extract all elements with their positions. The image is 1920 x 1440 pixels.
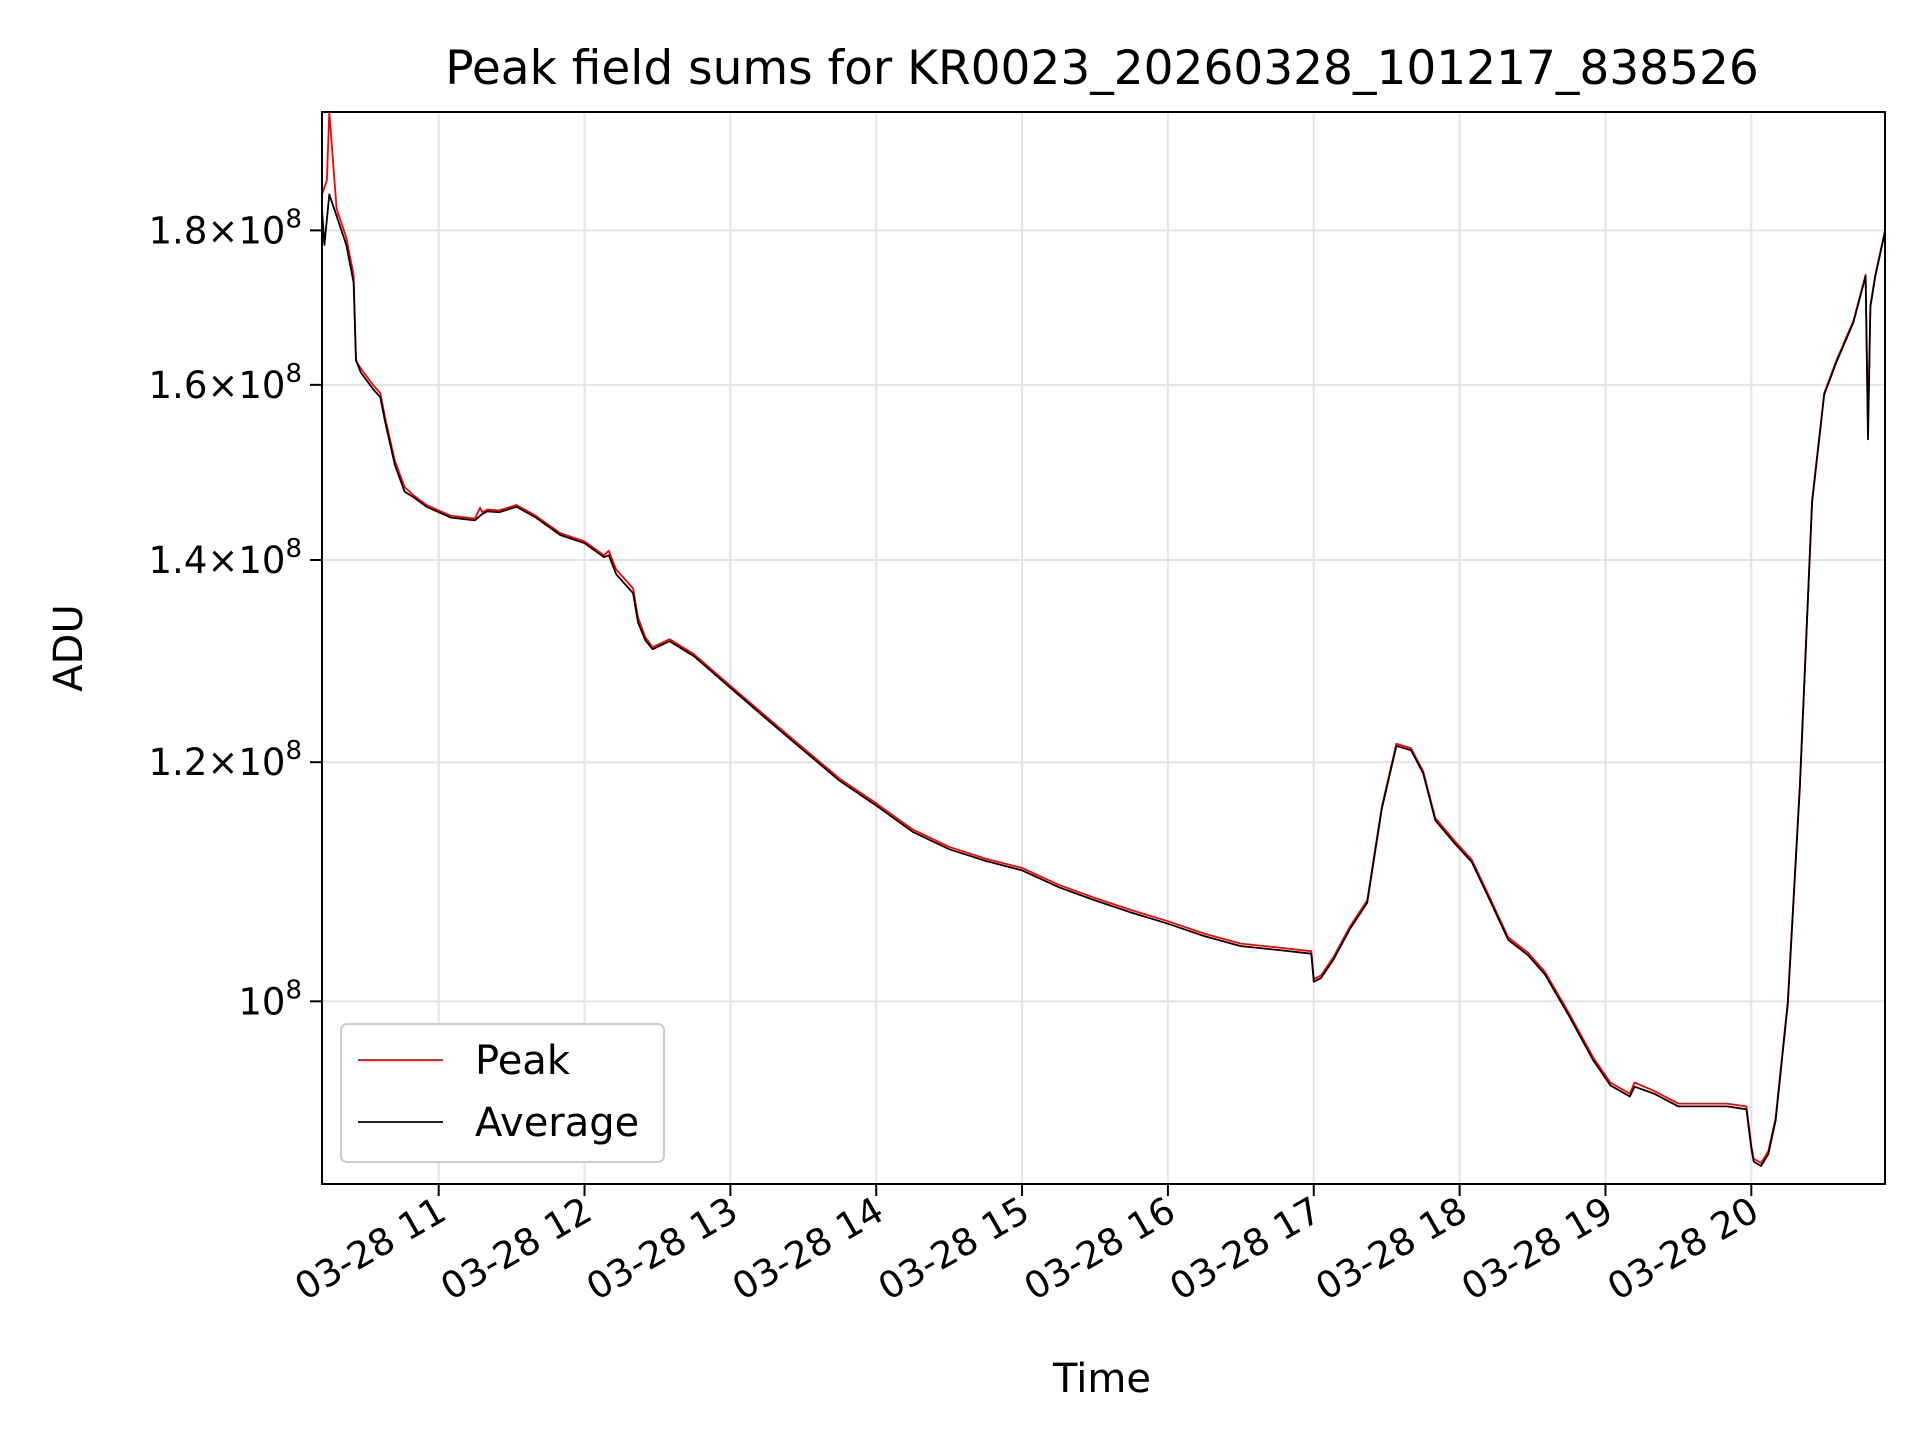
- series-line-average: [322, 193, 1885, 1167]
- plot-frame: [321, 111, 1886, 1185]
- legend-label-peak: Peak: [475, 1038, 571, 1084]
- y-tick-label-4: 1.8×108: [149, 204, 302, 252]
- chart-title: Peak field sums for KR0023_20260328_1012…: [445, 41, 1759, 96]
- y-axis: 108 1.2×108 1.4×108 1.6×108 1.8×108: [149, 204, 322, 1023]
- y-axis-label: ADU: [46, 604, 92, 691]
- y-tick-label-2: 1.4×108: [149, 534, 302, 582]
- legend-box: [340, 1023, 665, 1163]
- y-tick-label-0: 108: [238, 975, 302, 1023]
- x-axis-label: Time: [1052, 1356, 1151, 1402]
- legend: Peak Average: [340, 1023, 665, 1163]
- y-tick-label-3: 1.6×108: [149, 359, 302, 407]
- grid: [322, 112, 1885, 1184]
- legend-label-average: Average: [475, 1100, 639, 1146]
- y-tick-label-1: 1.2×108: [149, 736, 302, 784]
- series-layer: [322, 112, 1885, 1167]
